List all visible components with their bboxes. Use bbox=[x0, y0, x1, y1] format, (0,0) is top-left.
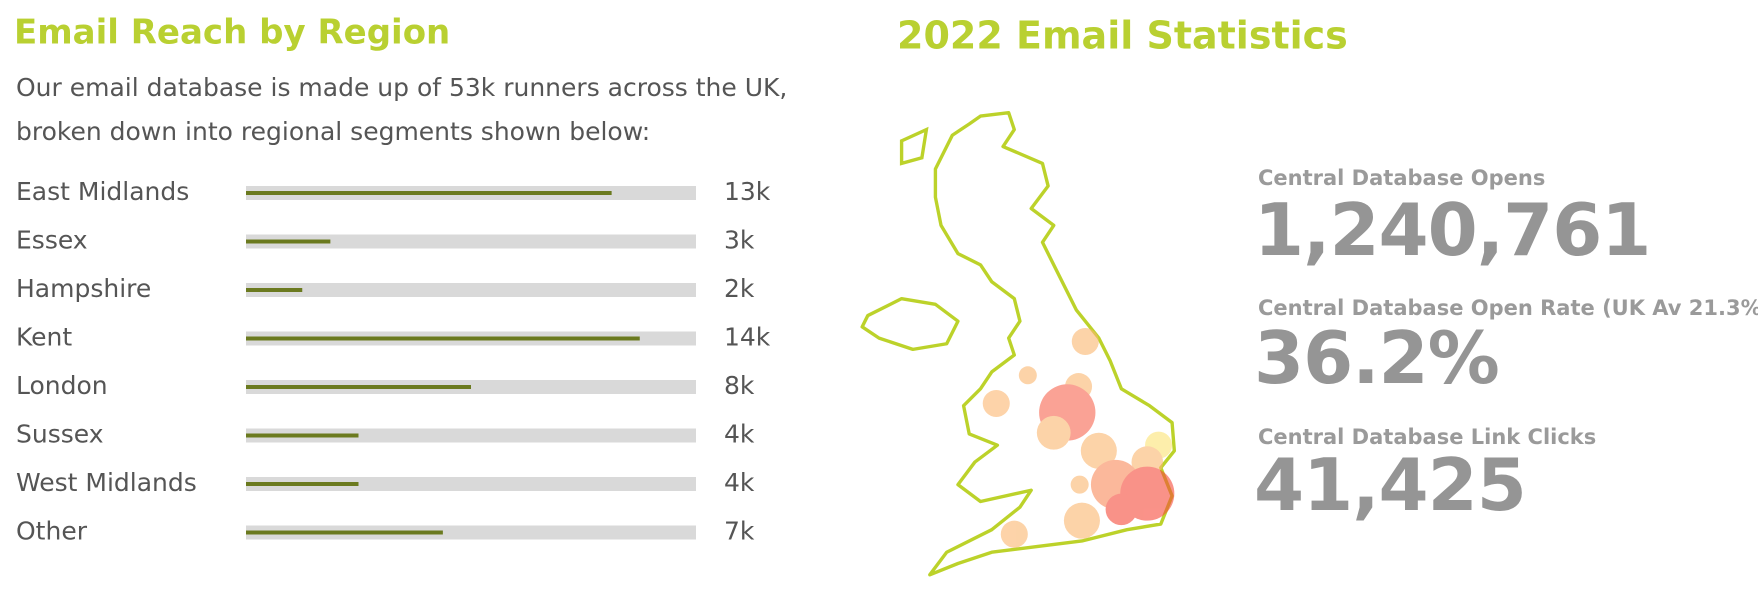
stats-title: 2022 Email Statistics bbox=[897, 14, 1348, 58]
category-label: Other bbox=[16, 517, 88, 546]
bar-track bbox=[246, 477, 696, 491]
value-label: 7k bbox=[724, 517, 755, 546]
bubble bbox=[1036, 415, 1071, 450]
map-outline bbox=[899, 126, 929, 166]
category-label: East Midlands bbox=[16, 177, 189, 206]
map-outline bbox=[860, 296, 960, 352]
stat-label: Central Database Open Rate (UK Av 21.3%) bbox=[1258, 296, 1758, 320]
stat-value: 36.2% bbox=[1254, 316, 1500, 400]
bar bbox=[246, 385, 471, 389]
bubble bbox=[1071, 327, 1099, 356]
bubble bbox=[1063, 502, 1100, 539]
bar-track bbox=[246, 525, 696, 540]
bar bbox=[246, 482, 359, 486]
stat-value: 1,240,761 bbox=[1254, 188, 1651, 272]
category-label: Kent bbox=[16, 323, 72, 352]
category-label: Hampshire bbox=[16, 274, 151, 303]
bar bbox=[246, 288, 303, 292]
value-label: 4k bbox=[724, 468, 755, 497]
bar bbox=[246, 530, 443, 535]
stat-value: 41,425 bbox=[1254, 443, 1527, 527]
bar-chart: Email Reach by Region East Midlands 13k Es… bbox=[14, 13, 771, 546]
bar bbox=[246, 191, 612, 195]
stat-label: Central Database Opens bbox=[1258, 166, 1546, 190]
bar-track bbox=[246, 234, 696, 249]
value-label: 14k bbox=[724, 323, 771, 352]
bubble bbox=[1105, 493, 1138, 526]
uk-map bbox=[860, 111, 1177, 577]
bubble bbox=[1080, 432, 1117, 469]
bubble bbox=[1000, 520, 1028, 548]
value-label: 2k bbox=[724, 274, 755, 303]
category-label: London bbox=[16, 371, 108, 400]
bar bbox=[246, 433, 359, 438]
bar bbox=[246, 336, 640, 341]
value-label: 3k bbox=[724, 226, 755, 255]
chart-title: Email Reach by Region bbox=[14, 13, 450, 53]
chart-subtitle: Our email database is made up of 53k run… bbox=[16, 73, 788, 146]
category-label: Sussex bbox=[16, 420, 104, 449]
bubble bbox=[1070, 475, 1089, 494]
bubble bbox=[1018, 366, 1037, 385]
category-label: West Midlands bbox=[16, 468, 197, 497]
map-outline bbox=[928, 111, 1177, 577]
value-label: 8k bbox=[724, 371, 755, 400]
bar-track bbox=[246, 283, 696, 297]
bar-track bbox=[246, 428, 696, 443]
value-label: 4k bbox=[724, 420, 755, 449]
value-label: 13k bbox=[724, 177, 771, 206]
bubbles bbox=[982, 327, 1175, 548]
bubble bbox=[982, 389, 1010, 417]
bar bbox=[246, 239, 331, 244]
stat-label: Central Database Link Clicks bbox=[1258, 425, 1597, 449]
category-label: Essex bbox=[16, 226, 88, 255]
